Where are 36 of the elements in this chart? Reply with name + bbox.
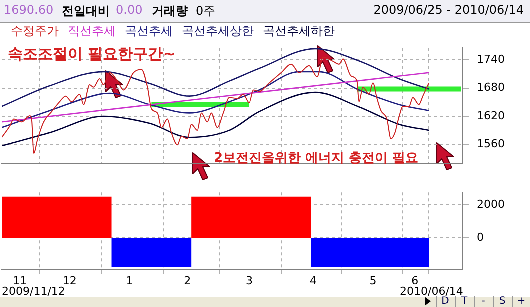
text: 전일대비 bbox=[62, 3, 110, 20]
x-tick-label: 1 bbox=[126, 274, 134, 288]
y-tick-label: 1620 bbox=[477, 109, 505, 122]
text: + bbox=[512, 296, 530, 307]
y-tick-label: 2000 bbox=[477, 198, 505, 212]
text: 2010/06/14 bbox=[400, 285, 464, 298]
text: - bbox=[474, 296, 492, 307]
text: 수정주가 bbox=[11, 24, 59, 38]
text: 2009/06/25 - 2010/06/14 bbox=[374, 3, 524, 17]
line-series bbox=[2, 92, 430, 147]
x-tick-label: 4 bbox=[310, 274, 317, 288]
x-tick-label: 6 bbox=[412, 274, 419, 288]
text: T bbox=[455, 296, 473, 307]
y-tick-label: 1560 bbox=[477, 137, 505, 150]
text: 2009/11/12 bbox=[2, 285, 66, 298]
y-tick-label: 1740 bbox=[477, 53, 505, 66]
annotation: 속조조절이 필요한구간~ bbox=[8, 45, 176, 64]
x-tick-label: 2 bbox=[184, 274, 192, 288]
text: 거래량 bbox=[152, 3, 188, 20]
text: D bbox=[436, 296, 454, 307]
text: 0주 bbox=[196, 3, 216, 20]
x-tick-label: 5 bbox=[370, 274, 377, 288]
line-series bbox=[2, 48, 430, 108]
x-tick-label: 12 bbox=[62, 274, 77, 288]
text: 1690.60 bbox=[4, 3, 54, 17]
x-tick-label: 3 bbox=[246, 274, 253, 288]
text: S bbox=[493, 296, 511, 307]
y-tick-label: 0 bbox=[477, 230, 484, 244]
text: 곡선추세 bbox=[125, 24, 173, 38]
text: 곡선추세하한 bbox=[263, 24, 335, 38]
text: 곡선추세상한 bbox=[182, 24, 254, 38]
text: 직선추세 bbox=[68, 24, 116, 38]
y-tick-label: 1680 bbox=[477, 81, 505, 94]
text: 0.00 bbox=[116, 3, 143, 17]
x-tick-label: 11 bbox=[12, 274, 27, 288]
annotation: 2보전진을위한 에너지 충전이 필요 bbox=[214, 150, 419, 167]
